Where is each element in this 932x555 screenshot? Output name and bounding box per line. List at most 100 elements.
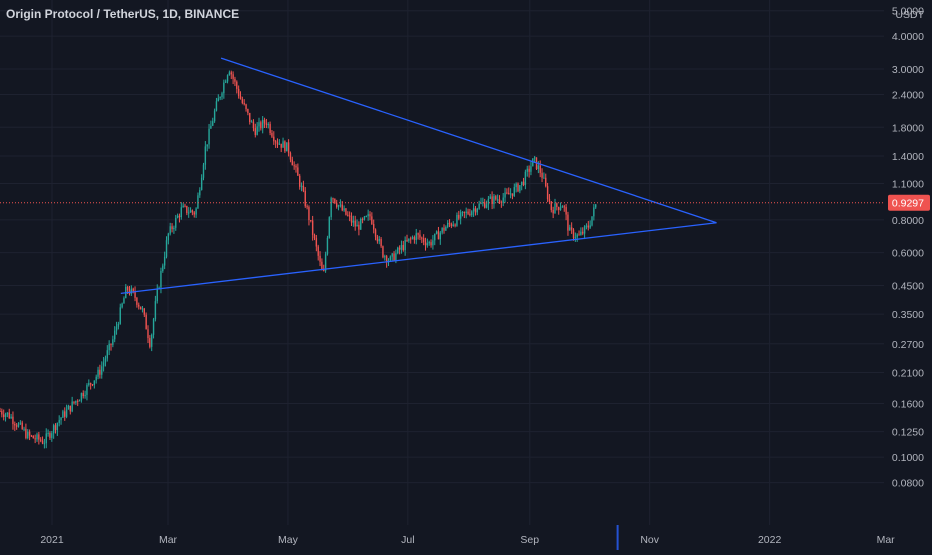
candle-body: [3, 414, 5, 417]
candle-body: [572, 229, 575, 238]
price-axis[interactable]: 5.0000 4.0000 3.0000 2.4000 1.8000 1.4000 1.10…: [884, 0, 932, 550]
price-tick-label: 3.0000: [892, 64, 924, 76]
time-tick-label: 2021: [40, 534, 64, 546]
candle-body: [299, 175, 301, 187]
candle-body: [578, 234, 580, 236]
candle-body: [282, 141, 284, 148]
candle-body: [352, 220, 355, 223]
candle-body: [62, 411, 64, 418]
candle-body: [121, 303, 123, 308]
price-tick-label: 0.4500: [892, 280, 924, 292]
candle-body: [0, 410, 1, 412]
candle-body: [413, 237, 416, 240]
time-tick-label: 2022: [758, 534, 782, 546]
symbol-title[interactable]: Origin Protocol / TetherUS, 1D, BINANCE: [6, 7, 240, 21]
candle-body: [38, 434, 40, 440]
candle-body: [34, 438, 36, 440]
candle-body: [147, 329, 149, 339]
candle-body: [223, 82, 225, 94]
time-axis[interactable]: 2021 Mar May Jul Sep Nov 2022 Mar: [0, 525, 932, 550]
price-tick-label: 0.8000: [892, 215, 924, 227]
candle-body: [86, 385, 88, 395]
candle-body: [361, 218, 364, 220]
candle-body: [245, 104, 247, 110]
current-price-badge: [888, 194, 930, 211]
candle-body: [358, 224, 360, 230]
price-tick-label: 0.2100: [892, 367, 924, 379]
candle-body: [262, 119, 264, 129]
candle-body: [385, 256, 388, 263]
candle-body: [152, 319, 155, 335]
candle-body: [91, 384, 94, 386]
candle-body: [556, 203, 558, 207]
candle-body: [545, 177, 547, 187]
candle-body: [184, 205, 186, 207]
candle-body: [167, 233, 170, 241]
candle-body: [58, 420, 60, 423]
candle-body: [496, 199, 499, 201]
candle-body: [482, 202, 484, 204]
candle-body: [410, 238, 412, 240]
candle-body: [295, 165, 297, 168]
candle-body: [236, 81, 238, 89]
candle-body: [441, 227, 443, 233]
trendline[interactable]: [220, 57, 717, 224]
candle-body: [232, 74, 234, 79]
candle-body: [543, 177, 545, 179]
candle-body: [471, 211, 473, 216]
candle-body: [378, 239, 380, 242]
candle-body: [448, 222, 451, 224]
candle-body: [395, 253, 397, 261]
candle-body: [563, 206, 565, 208]
candle-body: [369, 214, 371, 217]
candle-body: [382, 246, 384, 258]
candle-body: [114, 330, 116, 340]
candle-body: [106, 350, 108, 359]
candle-body: [519, 185, 521, 192]
candle-body: [424, 242, 427, 246]
candle-body: [19, 422, 22, 424]
time-tick-label: Nov: [640, 534, 659, 546]
candle-body: [136, 297, 138, 305]
candle-body: [82, 393, 84, 397]
candle-body: [363, 216, 366, 220]
candle-body: [287, 142, 290, 153]
candle-body: [408, 238, 410, 241]
candle-body: [484, 202, 486, 208]
candle-body: [550, 201, 552, 211]
candle-body: [576, 234, 578, 238]
price-tick-label: 0.6000: [892, 248, 924, 260]
candle-body: [180, 207, 182, 218]
candle-body: [43, 443, 46, 445]
candle-body: [367, 214, 369, 217]
candle-body: [145, 314, 147, 330]
candle-body: [69, 405, 71, 412]
candle-body: [447, 222, 449, 227]
candle-body: [99, 369, 101, 375]
candle-body: [330, 198, 332, 218]
candle-body: [526, 168, 528, 172]
candle-body: [239, 96, 242, 100]
candle-body: [432, 240, 434, 246]
price-tick-label: 0.2700: [892, 339, 924, 351]
candle-body: [437, 231, 440, 240]
candle-body: [365, 216, 367, 218]
candle-body: [47, 433, 49, 435]
candle-body: [585, 225, 588, 227]
candle-body: [27, 431, 29, 438]
candle-body: [213, 110, 216, 122]
candle-body: [465, 211, 467, 213]
candle-body: [77, 400, 79, 402]
candle-body: [173, 227, 175, 230]
candle-body: [202, 164, 205, 178]
candle-body: [434, 233, 436, 241]
candle-body: [430, 242, 432, 246]
trendlines[interactable]: [120, 57, 717, 295]
candle-body: [406, 239, 408, 241]
trendline[interactable]: [120, 222, 717, 295]
candle-body: [117, 323, 120, 327]
candle-body: [419, 234, 421, 238]
time-tick-label: Mar: [877, 534, 896, 546]
